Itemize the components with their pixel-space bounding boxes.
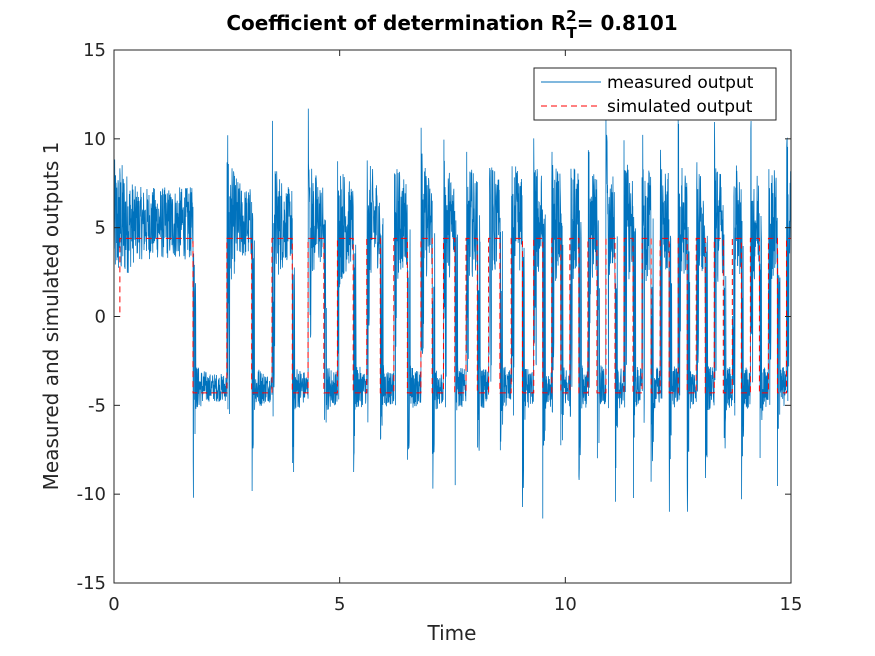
x-axis-label: Time [427, 621, 477, 645]
chart-title-suffix: = 0.8101 [577, 11, 678, 35]
x-tick-label: 5 [334, 594, 345, 615]
y-tick-label: -10 [77, 484, 106, 505]
chart-title-superscript: 2 [566, 7, 576, 25]
chart-title-prefix: Coefficient of determination R [226, 11, 566, 35]
legend-label-simulated: simulated output [607, 97, 753, 117]
series-line-simulated [114, 237, 791, 394]
y-axis-label: Measured and simulated outputs 1 [39, 142, 63, 491]
legend-label-measured: measured output [607, 73, 754, 93]
y-tick-label: 10 [83, 129, 106, 150]
y-tick-label: 15 [83, 40, 106, 61]
chart-title: Coefficient of determination R2 T= 0.8101 [226, 7, 677, 42]
plot-area: 0 5 10 15 -15 -10 -5 0 5 10 15 [77, 40, 803, 615]
x-ticks: 0 5 10 15 [108, 50, 802, 615]
legend: measured output simulated output [533, 67, 777, 121]
x-tick-label: 10 [554, 594, 577, 615]
y-tick-label: 0 [95, 307, 106, 328]
y-tick-label: -15 [77, 573, 106, 594]
legend-box [533, 67, 777, 121]
chart-title-subscript: T [567, 24, 578, 42]
y-tick-label: -5 [88, 395, 106, 416]
y-tick-label: 5 [95, 218, 106, 239]
x-tick-label: 15 [780, 594, 803, 615]
x-tick-label: 0 [108, 594, 119, 615]
y-ticks: -15 -10 -5 0 5 10 15 [77, 40, 791, 594]
simulated-series-layer [114, 237, 791, 394]
